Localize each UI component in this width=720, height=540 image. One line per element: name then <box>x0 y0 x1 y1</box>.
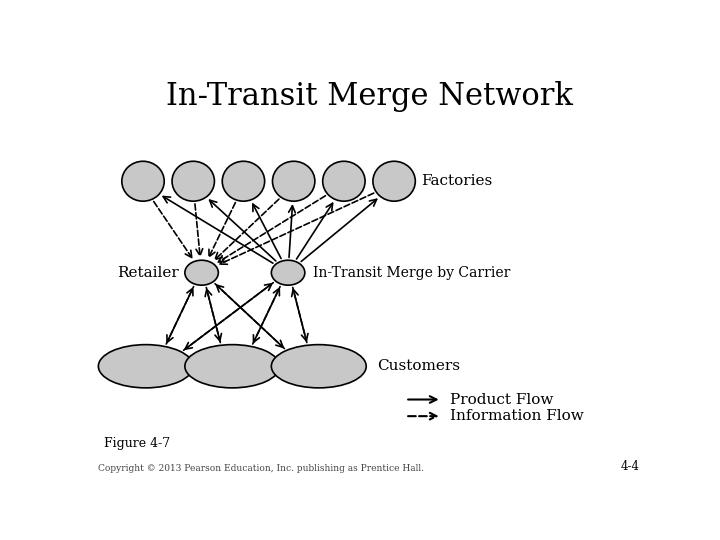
Text: Retailer: Retailer <box>117 266 179 280</box>
Text: Product Flow: Product Flow <box>450 393 553 407</box>
Ellipse shape <box>323 161 365 201</box>
Text: In-Transit Merge Network: In-Transit Merge Network <box>166 82 572 112</box>
Text: 4-4: 4-4 <box>621 460 639 473</box>
Text: Customers: Customers <box>377 359 460 373</box>
Text: Figure 4-7: Figure 4-7 <box>104 437 170 450</box>
Ellipse shape <box>172 161 215 201</box>
Text: Factories: Factories <box>421 174 492 188</box>
Text: Information Flow: Information Flow <box>450 409 584 423</box>
Ellipse shape <box>373 161 415 201</box>
Ellipse shape <box>185 345 280 388</box>
Ellipse shape <box>272 161 315 201</box>
Ellipse shape <box>271 345 366 388</box>
Ellipse shape <box>271 260 305 285</box>
Ellipse shape <box>99 345 193 388</box>
Text: Copyright © 2013 Pearson Education, Inc. publishing as Prentice Hall.: Copyright © 2013 Pearson Education, Inc.… <box>99 464 424 473</box>
Ellipse shape <box>122 161 164 201</box>
Ellipse shape <box>222 161 265 201</box>
Ellipse shape <box>185 260 218 285</box>
Text: In-Transit Merge by Carrier: In-Transit Merge by Carrier <box>313 266 510 280</box>
